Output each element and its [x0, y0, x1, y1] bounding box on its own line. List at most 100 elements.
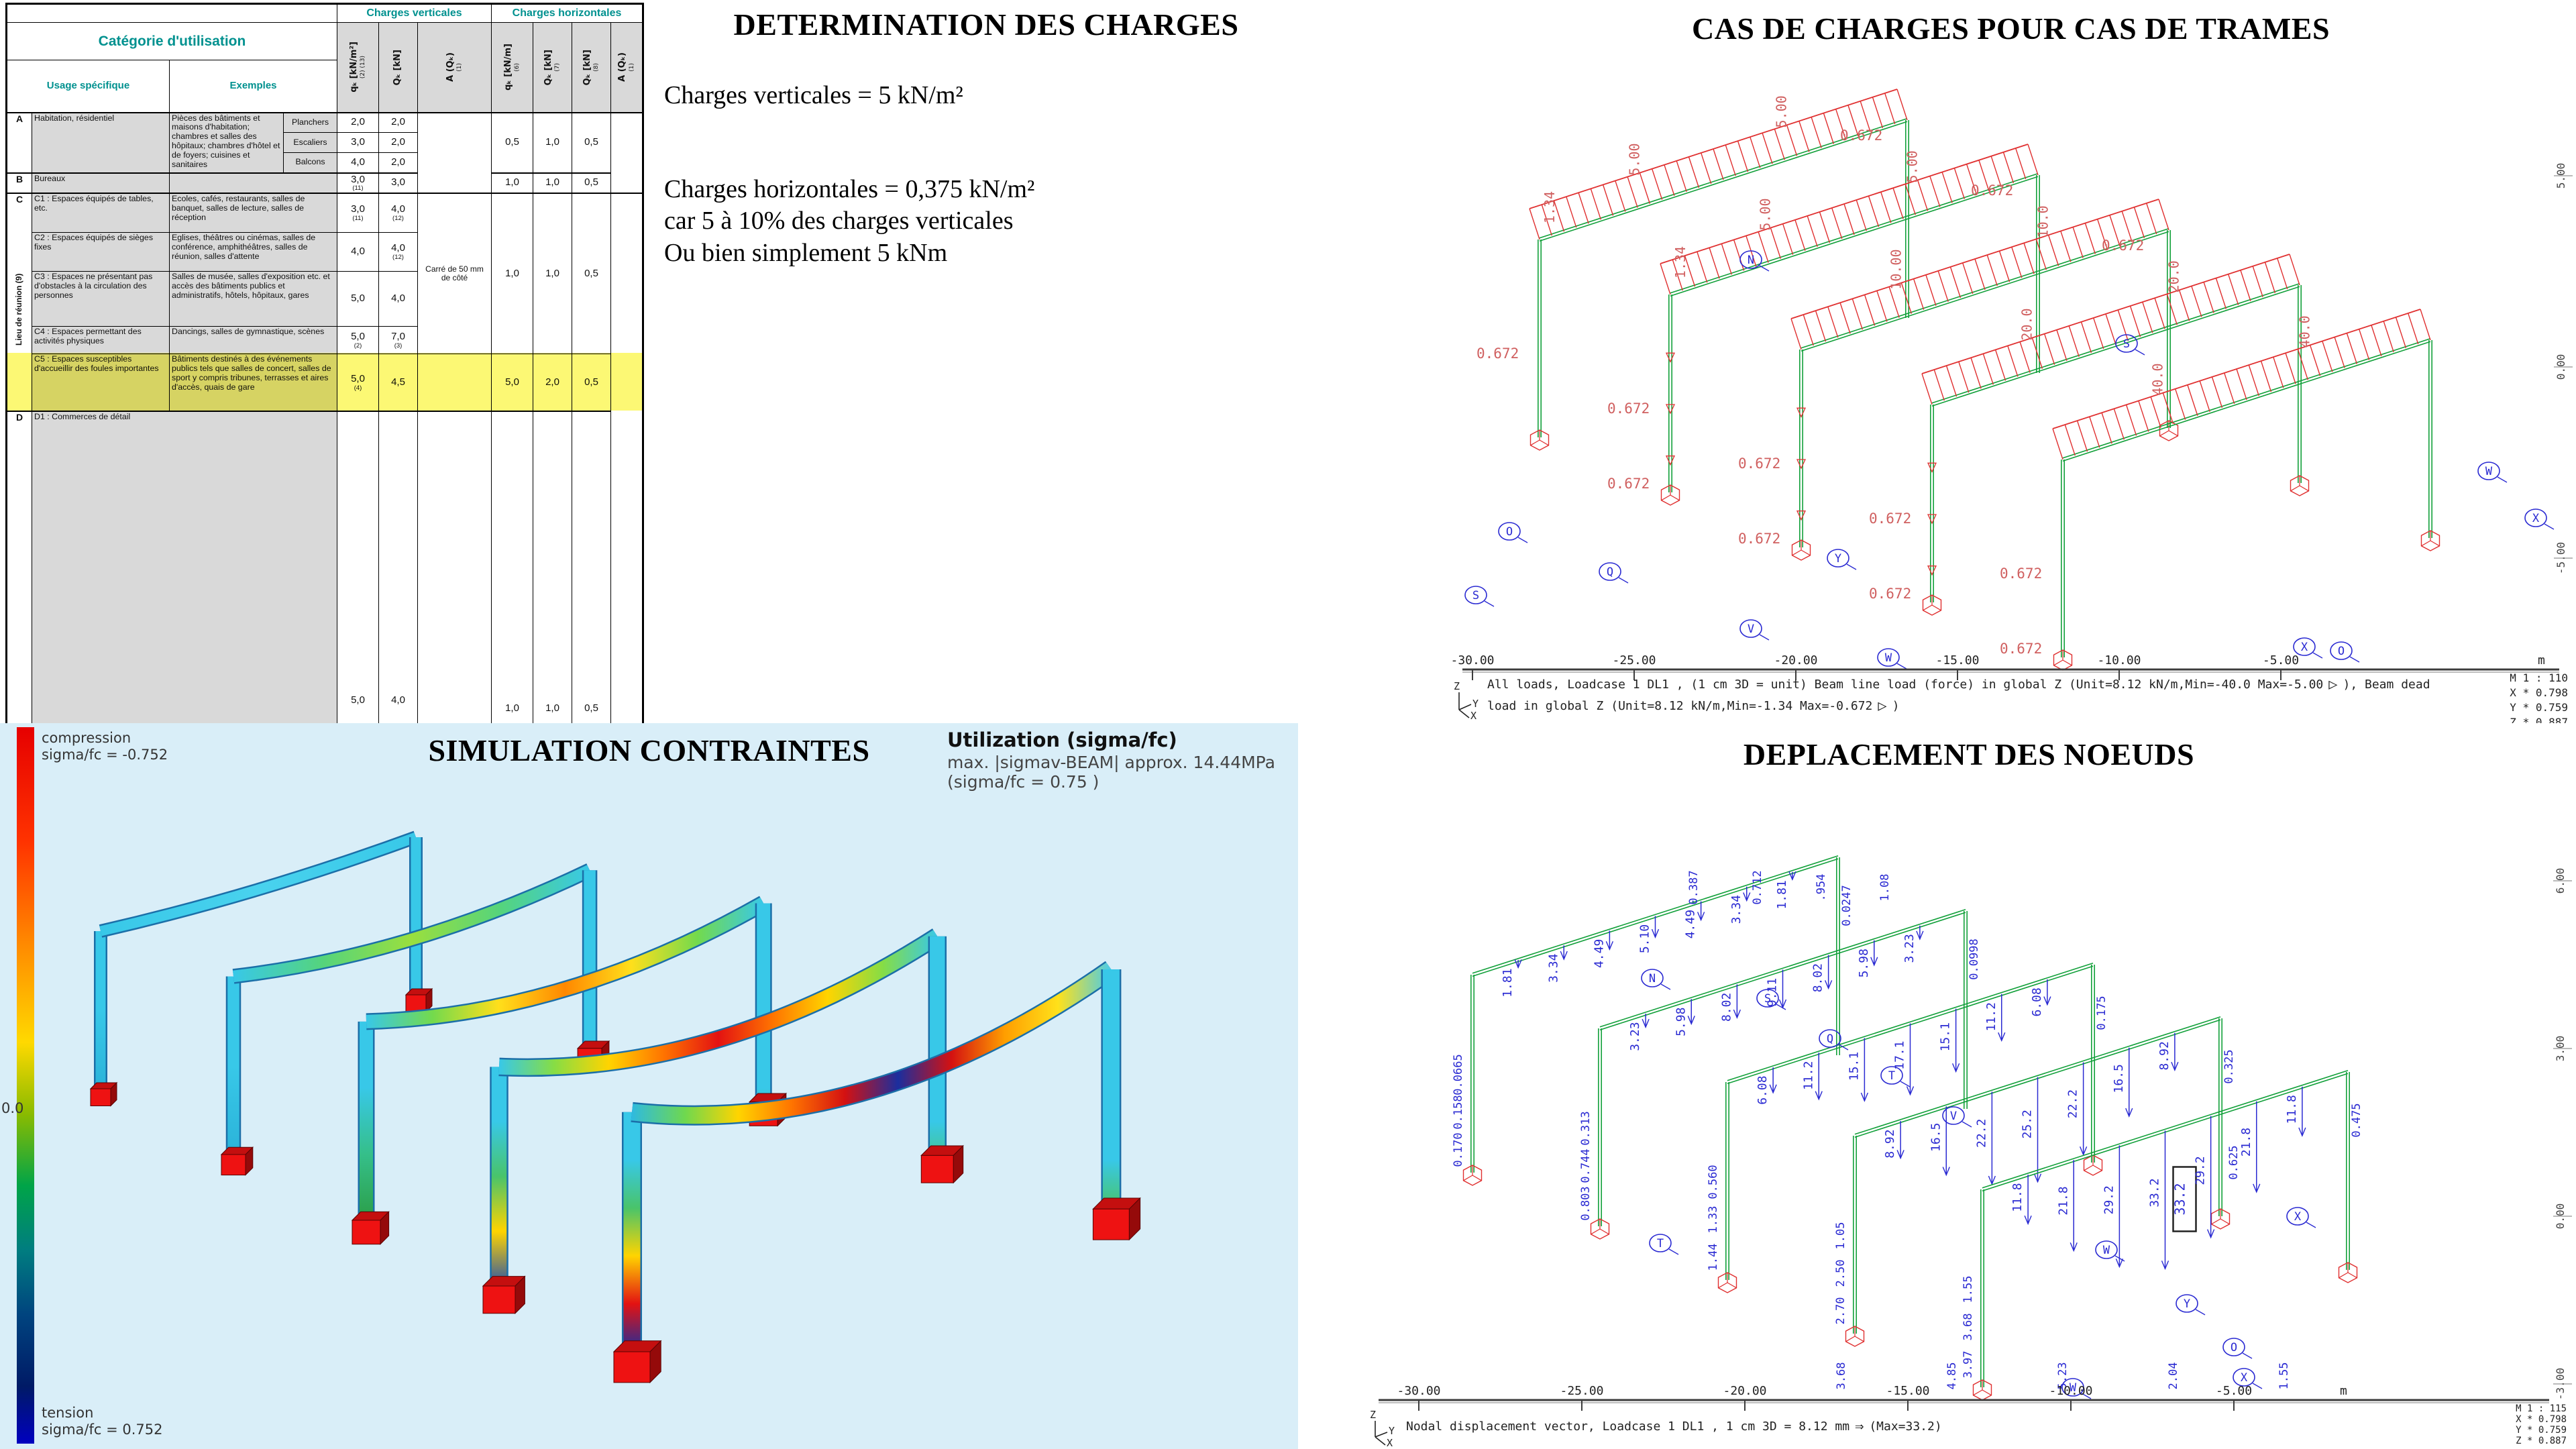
rotated-label: 0.158 — [1452, 1095, 1465, 1129]
rotated-label: 5.23 — [2056, 1362, 2070, 1390]
load-value-label: 0.672 — [2000, 641, 2042, 657]
load-hatch — [2334, 337, 2345, 368]
load-hatch — [1888, 286, 1900, 318]
support-cube-icon — [1845, 1336, 1856, 1342]
rotated-label: 29.2 — [2102, 1185, 2116, 1214]
load-value-label: 0.672 — [1477, 345, 1519, 362]
load-hatch — [2035, 239, 2047, 270]
ruler-unit: m — [2340, 1384, 2347, 1398]
ruler-label: -15.00 — [1935, 653, 1979, 667]
load-hatch — [2187, 384, 2198, 416]
displacement-panel: DEPLACEMENT DES NOEUDS 1.81 3.34 4.49 5.10 4… — [1362, 723, 2576, 1449]
h-value: 1,0 — [491, 192, 534, 355]
load-value-label: 0.672 — [1607, 476, 1650, 492]
load-hatch — [1839, 303, 1851, 334]
load-hatch — [2289, 254, 2300, 286]
Qk-value: 4,5 — [378, 354, 418, 412]
load-hatch — [2178, 290, 2190, 321]
support-cube-icon — [2421, 540, 2431, 547]
node-letter: Q — [1827, 1032, 1833, 1046]
exemples-cell: Eglises, théâtres ou cinémas, salles de … — [169, 231, 337, 272]
load-value-label: 0.672 — [1738, 455, 1780, 472]
load-hatch — [1864, 294, 1876, 326]
load-hatch — [2113, 409, 2125, 440]
node-letter-icon — [1962, 1121, 1972, 1128]
support-cube-icon — [1982, 1389, 1992, 1396]
col-A-h: A (Qₖ) (1) — [610, 22, 644, 113]
disp-arrow-head — [1687, 1016, 1695, 1026]
load-hatch — [2359, 329, 2370, 360]
support-cube-icon — [1854, 1336, 1864, 1342]
disp-arrow-head — [2298, 1127, 2306, 1137]
load-hatch — [1578, 193, 1589, 224]
col-load-arrow — [1796, 511, 1807, 521]
A-blank — [417, 354, 492, 412]
rotated-label: 11.8 — [2285, 1095, 2299, 1124]
ruler-unit: m — [2538, 653, 2545, 667]
disp-arrow-head — [1733, 1009, 1741, 1019]
disp-arrow-head — [1942, 1167, 1950, 1177]
disp-arrow-head — [1906, 1086, 1915, 1096]
rotated-label: 4.49 — [1684, 910, 1698, 938]
rotated-label: 4.49 — [1592, 939, 1606, 968]
foundation-cube — [1092, 1208, 1130, 1240]
support-cube-icon — [2062, 659, 2072, 666]
rotated-label: 0.175 — [2095, 996, 2108, 1030]
stress-simulation-panel: SIMULATION CONTRAINTES Utilization (sigm… — [0, 723, 1298, 1449]
foundation-cube — [221, 1154, 246, 1176]
support-cube-icon — [1727, 1282, 1737, 1289]
frame-member — [1539, 121, 1908, 241]
frame-member — [1599, 909, 1966, 1028]
node-letter: X — [2241, 1371, 2248, 1385]
rotated-label: 3.23 — [1628, 1022, 1642, 1051]
col-load-arrow — [1927, 462, 1937, 473]
rotated-label: 21.8 — [2239, 1128, 2253, 1157]
ruler-label: -30.00 — [1450, 653, 1494, 667]
disp-arrow-head — [1988, 1175, 1996, 1185]
load-hatch — [2093, 317, 2104, 350]
load-value-label: 0.672 — [1971, 182, 2013, 199]
col-A-v: A (Qₖ) (1) — [417, 22, 492, 113]
load-hatch — [2089, 416, 2100, 448]
load-value-label: 0.672 — [1869, 586, 1911, 602]
usage-cell: C2 : Espaces équipés de sièges fixes — [32, 231, 170, 272]
node-letter-icon — [2114, 1255, 2125, 1262]
h-value: 1,0 — [533, 111, 573, 173]
row-letter-C: C Lieu de réunion (9) — [6, 192, 32, 412]
foundation-cube — [110, 1081, 117, 1107]
rotated-label: 1.55 — [2277, 1362, 2291, 1390]
node-letter-icon — [2293, 637, 2316, 656]
rotated-label: 1.34 — [1672, 246, 1688, 278]
disp-arrow-head — [1824, 980, 1833, 990]
exemples-cell: Ecoles, cafés, restaurants, salles de ba… — [169, 192, 337, 233]
load-hatch — [1860, 101, 1871, 133]
node-letter-icon — [1668, 1248, 1679, 1255]
disp-arrow-head — [1697, 912, 1705, 922]
node-letter-icon — [1819, 1029, 1841, 1048]
load-hatch — [1994, 350, 2006, 381]
load-hatch — [2277, 258, 2288, 290]
col-load-arrow — [1796, 407, 1807, 418]
exemples-cell-c5: Bâtiments destinés à des événements publ… — [169, 354, 337, 412]
node-letter: T — [1657, 1237, 1664, 1250]
blank-corner — [6, 3, 337, 23]
load-hatch — [2273, 356, 2284, 388]
load-hatch — [2019, 341, 2031, 373]
load-hatch — [2101, 413, 2112, 444]
qk-value: 3,0 (11) — [337, 192, 379, 233]
load-hatch — [1876, 290, 1888, 322]
rotated-label: 16.5 — [2112, 1064, 2126, 1093]
node-letter-icon — [1517, 537, 1528, 543]
rotated-label: 11.2 — [1984, 1002, 1998, 1031]
load-hatch — [2191, 286, 2202, 317]
member — [232, 865, 592, 983]
ruler-label: -25.00 — [1560, 1384, 1603, 1398]
node-letter-icon — [1464, 586, 1487, 604]
rotated-label: 8.92 — [1883, 1129, 1897, 1158]
foundation-cube — [90, 1088, 111, 1106]
rotated-label: 0.0247 — [1840, 885, 1854, 926]
node-letter: Q — [1607, 566, 1613, 579]
node-letter-icon — [1877, 648, 1900, 667]
load-hatch — [1892, 188, 1904, 219]
sim-title: SIMULATION CONTRAINTES — [428, 733, 870, 767]
